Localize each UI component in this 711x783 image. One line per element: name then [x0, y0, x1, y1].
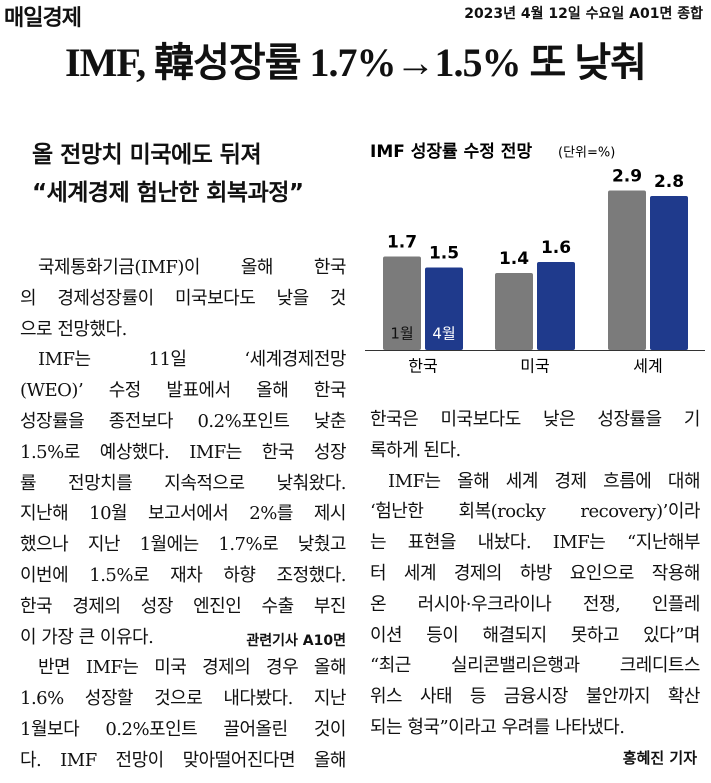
body-line: IMF는 11일 ‘세계경제전망: [38, 349, 347, 371]
body-line: 국제통화기금(IMF)이 올해 한국: [38, 257, 347, 278]
body-line: 한국은 미국보다도 낮은 성장률을 기: [370, 409, 701, 430]
bar: [495, 273, 533, 350]
chart-title: IMF 성장률 수정 전망: [370, 142, 532, 162]
value-label: 1.5: [429, 244, 459, 264]
body-line: IMF는 올해 세계 경제 흐름에 대해: [388, 470, 701, 492]
body-line: 으로 전망했다.: [20, 318, 127, 340]
body-line: 되는 형국”이라고 우려를 나타냈다.: [370, 717, 625, 738]
chart-unit: (단위=%): [558, 146, 615, 161]
bar: [425, 267, 463, 350]
body-line: ‘험난한 회복(rocky recovery)’이라: [370, 501, 701, 523]
body-line: 의 경제성장률이 미국보다도 낮을 것: [20, 287, 347, 309]
byline: 홍혜진 기자: [622, 749, 697, 767]
headline: IMF, 韓성장률 1.7%→1.5% 또 낮춰: [65, 40, 647, 85]
body-line: 했으나 지난 1월에는 1.7%로 낮췄고: [20, 534, 347, 556]
legend-label: 1월: [390, 325, 413, 343]
bar: [537, 262, 575, 350]
body-line: 위스 사태 등 금융시장 불안까지 확산: [370, 686, 701, 708]
body-line: 온 러시아·우크라이나 전쟁, 인플레: [370, 593, 701, 615]
body-line: 는 표현을 내놨다. IMF는 “지난해부: [370, 532, 701, 554]
legend-label: 4월: [432, 325, 455, 343]
body-line: 이션 등이 해결되지 못하고 있다”며: [370, 624, 701, 646]
value-label: 1.7: [387, 233, 417, 253]
value-label: 1.4: [499, 249, 529, 269]
body-line: (WEO)’ 수정 발표에서 올해 한국: [20, 380, 347, 402]
body-line: 1.5%로 예상했다. IMF는 한국 성장: [20, 441, 347, 463]
value-label: 2.8: [654, 172, 684, 192]
subhead: “세계경제 험난한 회복과정”: [32, 180, 304, 206]
category-label: 세계: [633, 357, 662, 376]
body-line: “최근 실리콘밸리은행과 크레디트스: [370, 655, 701, 677]
value-label: 2.9: [612, 167, 642, 187]
logo: 매일경제: [4, 6, 82, 31]
body-line: 1.6% 성장할 것으로 내다봤다. 지난: [20, 688, 347, 710]
body-line: 이번에 1.5%로 재차 하향 조정했다.: [20, 565, 347, 586]
related-article: 관련기사 A10면: [246, 632, 346, 649]
body-line: 1월보다 0.2%포인트 끌어올린 것이: [20, 719, 347, 740]
body-line: 이 가장 큰 이유다.: [20, 626, 154, 648]
bar: [383, 256, 421, 350]
body-line: 한국 경제의 성장 엔진인 수출 부진: [20, 595, 347, 617]
subhead: 올 전망치 미국에도 뒤져: [32, 142, 262, 168]
dateline: 2023년 4월 12일 수요일 A01면 종합: [464, 6, 703, 22]
bar: [608, 190, 646, 350]
category-label: 미국: [520, 357, 549, 376]
body-line: 록하게 된다.: [370, 439, 461, 461]
body-line: 률 전망치를 지속적으로 낮춰왔다.: [20, 472, 347, 494]
body-line: 성장률을 종전보다 0.2%포인트 낮춘: [20, 411, 347, 432]
category-label: 한국: [408, 357, 437, 376]
body-line: 반면 IMF는 미국 경제의 경우 올해: [38, 657, 347, 679]
body-line: 지난해 10월 보고서에서 2%를 제시: [20, 503, 347, 525]
value-label: 1.6: [541, 238, 571, 258]
body-line: 다. IMF 전망이 맞아떨어진다면 올해: [20, 749, 347, 771]
body-line: 터 세계 경제의 하방 요인으로 작용해: [370, 563, 701, 584]
bar: [650, 196, 688, 350]
